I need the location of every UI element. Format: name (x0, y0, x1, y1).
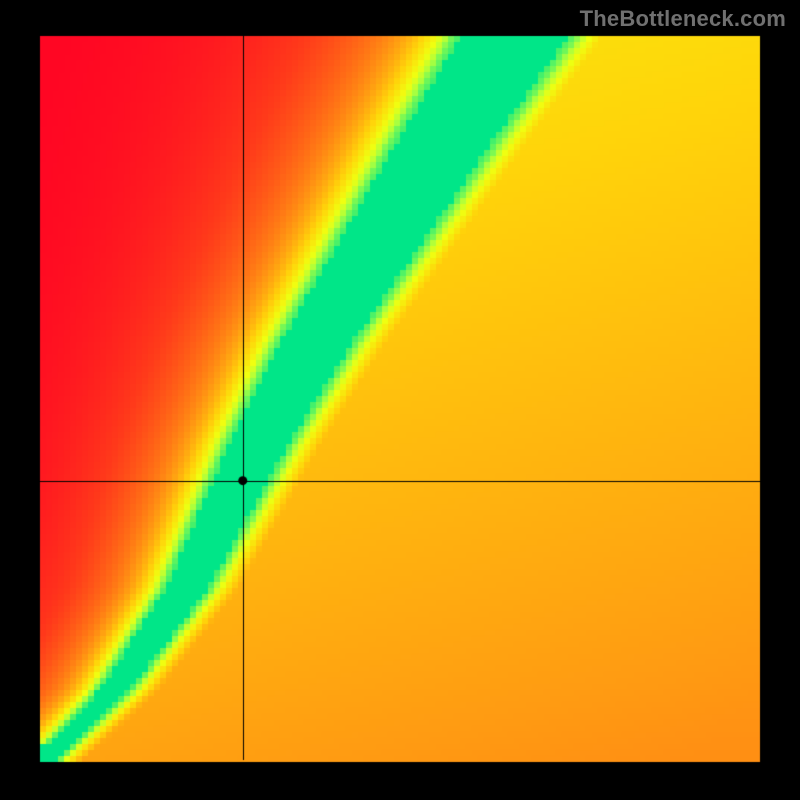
figure-root: TheBottleneck.com (0, 0, 800, 800)
watermark-text: TheBottleneck.com (580, 6, 786, 32)
bottleneck-heatmap (0, 0, 800, 800)
